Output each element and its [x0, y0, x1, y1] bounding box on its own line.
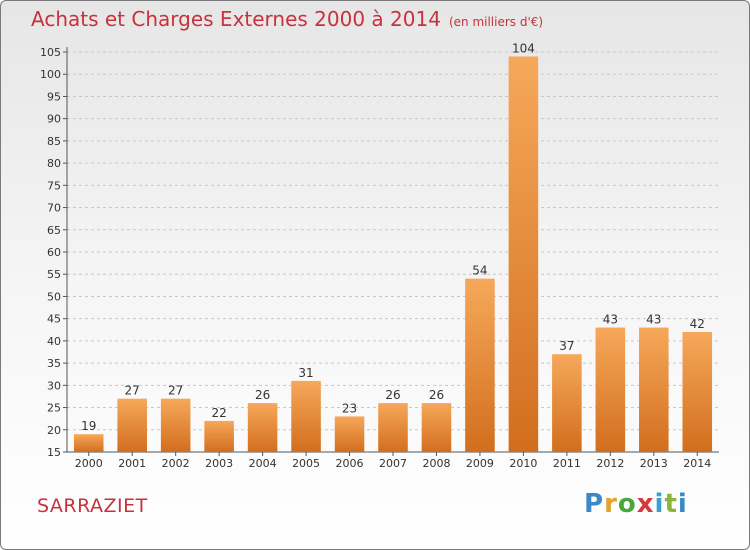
- y-tick-label: 95: [47, 90, 61, 103]
- data-label-2000: 19: [81, 419, 96, 433]
- bar-2007: [378, 403, 408, 452]
- y-tick-label: 100: [40, 68, 61, 81]
- y-tick-label: 55: [47, 268, 61, 281]
- logo-letter: t: [664, 489, 678, 519]
- y-tick-label: 45: [47, 313, 61, 326]
- data-label-2003: 22: [211, 406, 226, 420]
- y-tick-label: 85: [47, 135, 61, 148]
- data-label-2009: 54: [472, 264, 487, 278]
- data-label-2008: 26: [429, 388, 444, 402]
- bar-2003: [204, 420, 234, 452]
- data-label-2007: 26: [385, 388, 400, 402]
- x-tick-label-2004: 2004: [249, 457, 277, 470]
- y-tick-label: 105: [40, 46, 61, 59]
- bar-2008: [421, 403, 452, 452]
- bar-2006: [334, 416, 365, 452]
- x-tick-label-2010: 2010: [509, 457, 537, 470]
- x-tick-label-2009: 2009: [466, 457, 494, 470]
- x-tick-label-2003: 2003: [205, 457, 233, 470]
- y-tick-label: 15: [47, 446, 61, 459]
- y-tick-label: 60: [47, 246, 61, 259]
- x-tick-label-2008: 2008: [422, 457, 450, 470]
- y-tick-label: 75: [47, 179, 61, 192]
- bar-2000: [73, 434, 104, 452]
- logo-letter: o: [617, 489, 637, 519]
- x-tick-label-2012: 2012: [596, 457, 624, 470]
- x-tick-label-2014: 2014: [683, 457, 711, 470]
- bar-2012: [595, 327, 626, 452]
- y-tick-label: 65: [47, 224, 61, 237]
- x-tick-label-2001: 2001: [118, 457, 146, 470]
- data-label-2004: 26: [255, 388, 270, 402]
- bar-2004: [247, 403, 278, 452]
- x-tick-label-2005: 2005: [292, 457, 320, 470]
- bar-2014: [682, 332, 713, 452]
- logo-letter: i: [654, 489, 665, 519]
- x-tick-label-2006: 2006: [336, 457, 364, 470]
- bar-2011: [552, 354, 582, 452]
- x-tick-label-2011: 2011: [553, 457, 581, 470]
- x-tick-label-2002: 2002: [162, 457, 190, 470]
- bar-2005: [291, 380, 321, 452]
- y-tick-label: 20: [47, 424, 61, 437]
- bar-2001: [117, 398, 147, 452]
- data-label-2005: 31: [298, 366, 313, 380]
- y-tick-label: 90: [47, 113, 61, 126]
- bars: [73, 56, 713, 452]
- bar-2013: [639, 327, 669, 452]
- y-tick-label: 80: [47, 157, 61, 170]
- y-tick-label: 35: [47, 357, 61, 370]
- proxiti-logo: Proxiti: [584, 489, 688, 519]
- place-name: SARRAZIET: [37, 495, 148, 517]
- x-tick-label-2013: 2013: [640, 457, 668, 470]
- axes: 15 20 25 30 35 40 45 50 55 60 65 70 75 80 85 90 95 100 105…: [40, 46, 719, 470]
- data-label-2010: 104: [512, 41, 535, 55]
- y-tick-label: 50: [47, 290, 61, 303]
- data-label-2012: 43: [603, 313, 618, 327]
- x-tick-label-2000: 2000: [75, 457, 103, 470]
- chart-title: Achats et Charges Externes 2000 à 2014 (e…: [31, 7, 543, 31]
- data-label-2001: 27: [125, 384, 140, 398]
- y-tick-label: 70: [47, 202, 61, 215]
- bar-2010: [508, 56, 539, 452]
- x-tick-label-2007: 2007: [379, 457, 407, 470]
- data-label-2014: 42: [690, 317, 705, 331]
- data-label-2002: 27: [168, 384, 183, 398]
- bar-2009: [465, 278, 495, 452]
- chart-subtitle: (en milliers d'€): [448, 15, 544, 29]
- logo-letter: x: [636, 489, 655, 519]
- data-label-2013: 43: [646, 313, 661, 327]
- data-label-2006: 23: [342, 401, 357, 415]
- data-labels: 19 27 27 22 26 31 23 26 26 54 104 37 43 43 42: [81, 41, 705, 433]
- y-tick-label: 25: [47, 402, 61, 415]
- logo-letter: P: [584, 489, 605, 519]
- data-label-2011: 37: [559, 339, 574, 353]
- y-tick-label: 30: [47, 379, 61, 392]
- logo-letter: r: [604, 489, 618, 519]
- logo-letter: i: [677, 489, 688, 519]
- chart-title-text: Achats et Charges Externes 2000 à 2014: [31, 7, 441, 31]
- y-tick-label: 40: [47, 335, 61, 348]
- bar-2002: [160, 398, 191, 452]
